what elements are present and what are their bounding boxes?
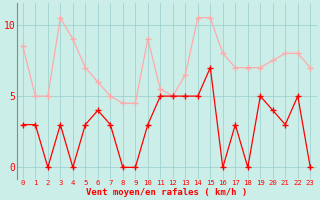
X-axis label: Vent moyen/en rafales ( km/h ): Vent moyen/en rafales ( km/h ) <box>86 188 247 197</box>
